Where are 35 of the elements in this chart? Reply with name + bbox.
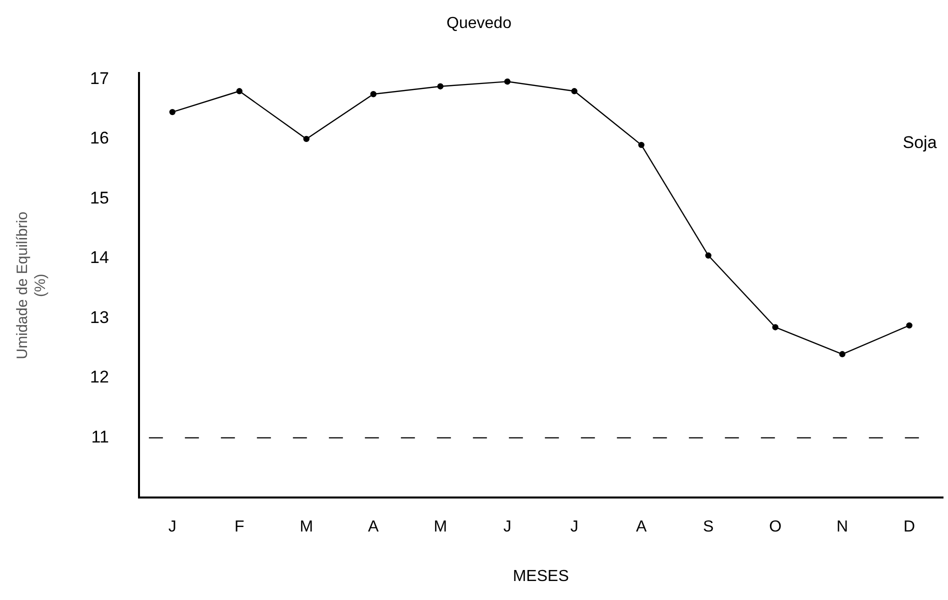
y-tick-label: 16 bbox=[90, 128, 109, 148]
point bbox=[571, 88, 578, 94]
x-tick-label: M bbox=[300, 518, 314, 536]
x-axis-title: MESES bbox=[512, 568, 569, 585]
x-tick-label: A bbox=[636, 518, 648, 536]
x-tick-label: D bbox=[904, 518, 916, 536]
point bbox=[772, 324, 778, 330]
point bbox=[839, 351, 846, 358]
y-tick-label: 17 bbox=[90, 68, 109, 88]
x-tick-label: J bbox=[503, 518, 512, 536]
point bbox=[705, 252, 712, 259]
point bbox=[504, 78, 510, 85]
y-tick-label: 14 bbox=[90, 248, 109, 268]
point bbox=[437, 83, 444, 90]
x-tick-label: F bbox=[234, 518, 245, 536]
x-tick-label: S bbox=[702, 518, 714, 536]
point bbox=[169, 108, 176, 116]
point bbox=[906, 322, 912, 329]
x-tick-label: O bbox=[769, 518, 782, 536]
x-tick-label: M bbox=[434, 518, 448, 536]
text: Soja bbox=[902, 132, 938, 152]
y-tick-label: 13 bbox=[90, 308, 109, 327]
x-tick-label: J bbox=[570, 518, 578, 536]
y-axis-title: Umidade de Equilíbrio (%) bbox=[14, 212, 50, 360]
x-tick-label: A bbox=[368, 518, 380, 536]
x-tick-label: J bbox=[168, 518, 176, 536]
point bbox=[236, 88, 242, 94]
x-tick-label: N bbox=[836, 518, 848, 536]
point bbox=[370, 91, 376, 98]
y-tick-label: 12 bbox=[90, 368, 109, 387]
chart-title: Quevedo bbox=[446, 15, 512, 32]
point bbox=[303, 136, 310, 142]
y-tick-label: 15 bbox=[90, 188, 109, 208]
point bbox=[638, 142, 644, 148]
y-tick-label: 11 bbox=[91, 428, 109, 447]
